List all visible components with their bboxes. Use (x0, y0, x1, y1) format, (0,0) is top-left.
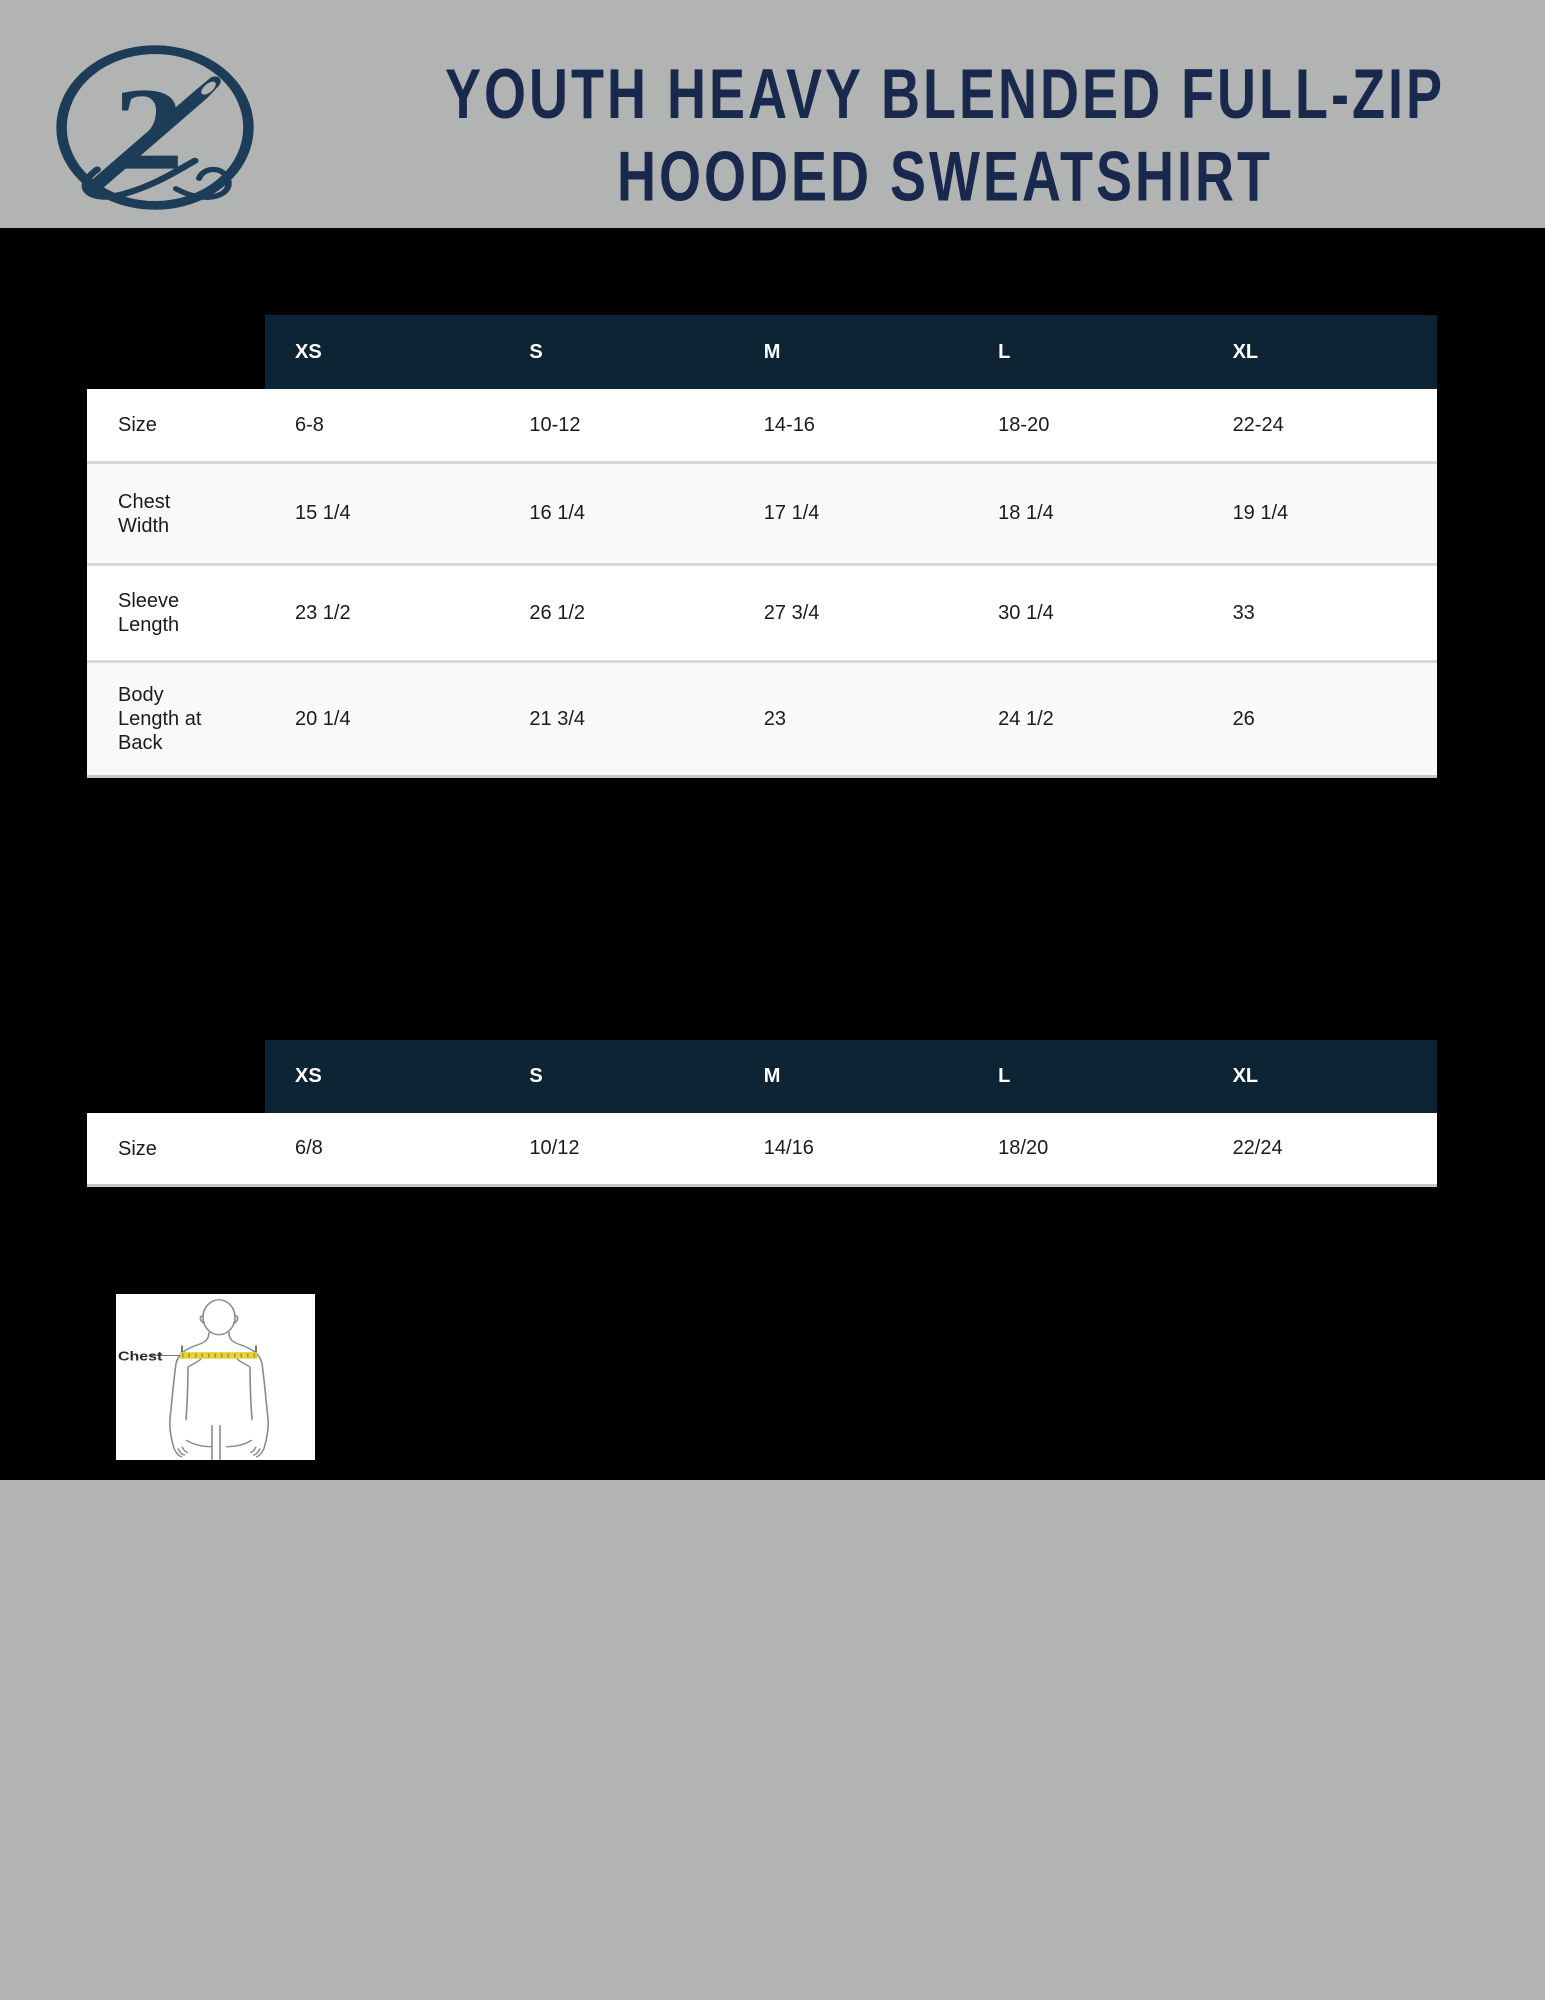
chest-label: Chest (118, 1350, 163, 1364)
table-row-chest-width: Chest Width 15 1/4 16 1/4 17 1/4 18 1/4 … (87, 461, 1437, 563)
cell-value: 21 3/4 (529, 707, 585, 730)
column-header-m: M (763, 340, 781, 363)
row-label: Chest Width (118, 490, 171, 537)
cell-value: 15 1/4 (295, 502, 351, 524)
chest-measurement-figure-icon: Chest (118, 1299, 269, 1460)
column-header-m: M (763, 1065, 781, 1087)
cell-value: 30 1/4 (998, 601, 1054, 624)
cell-value: 18 1/4 (998, 502, 1054, 524)
cell-value: 26 1/2 (529, 601, 585, 624)
size-chart-table: XS S M L XL Size 6-8 10-12 14-16 18-20 2… (87, 315, 1437, 778)
svg-text:2: 2 (113, 65, 184, 195)
cell-value: 23 (763, 707, 787, 730)
conversion-header-row: XS S M L XL (265, 1040, 1437, 1113)
brand-logo-2-needle-icon: 2 (56, 45, 254, 210)
cell-value: 10-12 (529, 413, 581, 436)
cell-value: 17 1/4 (763, 502, 820, 524)
cell-value: 16 1/4 (529, 502, 585, 524)
cell-value: 24 1/2 (998, 707, 1054, 730)
cell-value: 26 (1232, 707, 1255, 730)
cell-value: 18-20 (998, 413, 1050, 436)
page-footer (0, 1480, 1545, 2000)
cell-value: 6/8 (295, 1137, 323, 1159)
row-label: Size (118, 1137, 157, 1160)
column-header-xl: XL (1232, 1065, 1259, 1087)
cell-value: 14/16 (763, 1137, 814, 1159)
column-header-s: S (529, 1065, 543, 1087)
column-header-l: L (998, 340, 1011, 363)
column-header-s: S (529, 340, 543, 363)
column-header-l: L (998, 1065, 1011, 1087)
measurement-figure: Chest (116, 1294, 315, 1460)
cell-value: 33 (1232, 601, 1255, 624)
cell-value: 22-24 (1232, 413, 1284, 436)
page-title-line1: YOUTH HEAVY BLENDED FULL-ZIP (444, 55, 1446, 134)
page-title: YOUTH HEAVY BLENDED FULL-ZIP HOODED SWEA… (370, 54, 1520, 219)
table-row-body-length: Body Length at Back 20 1/4 21 3/4 23 24 … (87, 660, 1437, 778)
size-conversion-table: XS S M L XL Size 6/8 10/12 14/16 18/20 2… (87, 1040, 1437, 1187)
size-chart-header-row: XS S M L XL (265, 315, 1437, 389)
cell-value: 10/12 (529, 1137, 580, 1159)
cell-value: 22/24 (1232, 1137, 1283, 1159)
page-title-line2: HOODED SWEATSHIRT (617, 137, 1273, 217)
cell-value: 19 1/4 (1232, 502, 1289, 524)
cell-value: 20 1/4 (295, 707, 351, 730)
column-header-xs: XS (295, 340, 322, 363)
column-header-xl: XL (1232, 340, 1259, 363)
page-header: 2 YOUTH HEAVY BLENDED FULL-ZIP HOODED SW… (0, 0, 1545, 228)
row-label: Body Length at Back (118, 684, 202, 754)
row-label: Sleeve Length (118, 590, 180, 636)
column-header-xs: XS (295, 1065, 322, 1087)
row-label: Size (118, 414, 157, 436)
cell-value: 27 3/4 (763, 601, 820, 624)
cell-value: 14-16 (763, 413, 815, 436)
cell-value: 18/20 (998, 1137, 1049, 1159)
cell-value: 23 1/2 (295, 601, 351, 624)
table-row-sleeve-length: Sleeve Length 23 1/2 26 1/2 27 3/4 30 1/… (87, 563, 1437, 660)
cell-value: 6-8 (295, 413, 324, 436)
table-row-size: Size 6-8 10-12 14-16 18-20 22-24 (87, 389, 1437, 461)
table-row-size-numeric: Size 6/8 10/12 14/16 18/20 22/24 (87, 1113, 1437, 1187)
